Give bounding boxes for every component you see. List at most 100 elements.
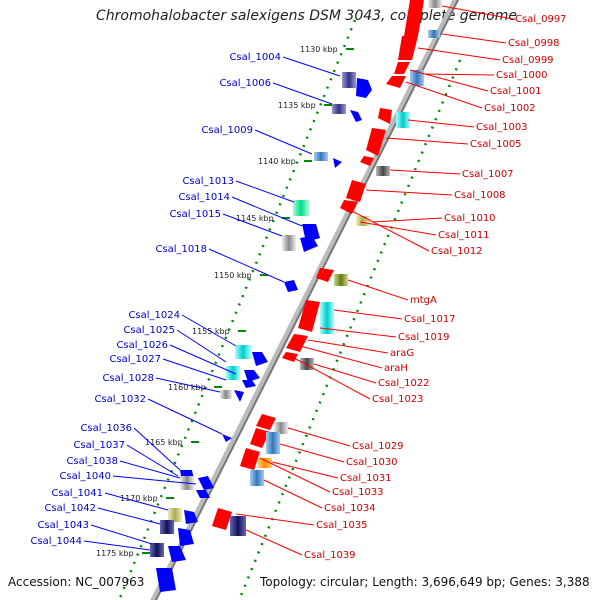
gene-arrow-1017 bbox=[298, 300, 320, 332]
right-gene-label[interactable]: Csal_1012 bbox=[431, 246, 483, 257]
right-leader-line bbox=[385, 137, 469, 145]
gene-box-1013 bbox=[293, 200, 309, 216]
gene-box-1043 bbox=[150, 543, 164, 557]
right-leader-line bbox=[359, 221, 437, 236]
gene-box-0997 bbox=[428, 0, 442, 8]
right-gene-label[interactable]: mtgA bbox=[410, 295, 437, 306]
left-leader-line bbox=[181, 314, 237, 347]
gene-arrow-1006 bbox=[350, 110, 362, 122]
left-leader-line bbox=[104, 492, 169, 511]
left-gene-label[interactable]: Csal_1037 bbox=[73, 440, 125, 451]
gene-box-1009 bbox=[314, 152, 328, 161]
gene-arrow-1040b bbox=[196, 490, 210, 498]
gene-box-mtgA bbox=[334, 274, 348, 286]
gene-arrow-1003 bbox=[378, 108, 392, 124]
right-gene-label[interactable]: Csal_1033 bbox=[332, 487, 384, 498]
right-gene-label[interactable]: Csal_1007 bbox=[462, 169, 514, 180]
left-gene-label[interactable]: Csal_1018 bbox=[155, 244, 207, 255]
left-leader-line bbox=[119, 460, 181, 479]
kbp-label: 1135 kbp bbox=[278, 101, 316, 110]
right-gene-label[interactable]: Csal_1035 bbox=[316, 520, 368, 531]
right-gene-label[interactable]: Csal_1000 bbox=[496, 70, 548, 81]
right-leader-line bbox=[299, 345, 383, 369]
right-gene-label[interactable]: Csal_1029 bbox=[352, 441, 404, 452]
left-gene-label[interactable]: Csal_1027 bbox=[109, 354, 161, 365]
right-gene-label[interactable]: Csal_1017 bbox=[404, 314, 456, 325]
right-gene-label[interactable]: Csal_0999 bbox=[502, 55, 554, 66]
right-gene-label[interactable]: Csal_1008 bbox=[454, 190, 506, 201]
genome-backbone bbox=[150, 0, 458, 600]
left-leader-line bbox=[176, 329, 227, 363]
left-gene-label[interactable]: Csal_1036 bbox=[80, 423, 132, 434]
gene-box-1017 bbox=[320, 302, 334, 334]
right-gene-label[interactable]: Csal_1005 bbox=[470, 139, 522, 150]
right-leader-line bbox=[347, 279, 409, 301]
left-gene-label[interactable]: Csal_1009 bbox=[201, 125, 253, 136]
right-gene-label[interactable]: Csal_1019 bbox=[398, 332, 450, 343]
left-leader-line bbox=[126, 444, 179, 477]
right-leader-line bbox=[279, 443, 345, 463]
left-gene-label[interactable]: Csal_1043 bbox=[37, 520, 89, 531]
left-gene-label[interactable]: Csal_1013 bbox=[182, 176, 234, 187]
right-leader-line bbox=[389, 169, 461, 175]
kbp-label: 1150 kbp bbox=[214, 271, 252, 280]
left-gene-label[interactable]: Csal_1006 bbox=[219, 78, 271, 89]
gene-arrow-1005b bbox=[360, 156, 374, 166]
right-gene-label[interactable]: araH bbox=[384, 363, 408, 374]
left-gene-label[interactable]: Csal_1028 bbox=[102, 373, 154, 384]
gene-arrow-1008 bbox=[346, 180, 366, 202]
right-gene-label[interactable]: Csal_1002 bbox=[484, 103, 536, 114]
right-gene-label[interactable]: Csal_0997 bbox=[515, 14, 567, 25]
left-gene-label[interactable]: Csal_1025 bbox=[123, 325, 175, 336]
left-leader-line bbox=[155, 377, 221, 393]
gene-arrow-1009 bbox=[333, 158, 342, 168]
left-gene-label[interactable]: Csal_1024 bbox=[128, 310, 180, 321]
gene-arrow-1024 bbox=[252, 352, 268, 366]
gene-box-1034 bbox=[250, 470, 264, 486]
right-gene-label[interactable]: Csal_1039 bbox=[304, 550, 356, 561]
right-leader-line bbox=[423, 73, 495, 76]
right-leader-line bbox=[287, 427, 351, 447]
right-gene-label[interactable]: Csal_1010 bbox=[444, 213, 496, 224]
right-leader-line bbox=[409, 69, 489, 92]
gene-arrow-1029 bbox=[256, 414, 276, 430]
kbp-label: 1160 kbp bbox=[168, 383, 206, 392]
right-gene-label[interactable]: araG bbox=[390, 348, 414, 359]
left-gene-label[interactable]: Csal_1042 bbox=[44, 503, 96, 514]
left-gene-label[interactable]: Csal_1004 bbox=[229, 52, 281, 63]
left-leader-line bbox=[162, 358, 227, 381]
left-gene-label[interactable]: Csal_1040 bbox=[59, 471, 111, 482]
right-leader-line bbox=[245, 529, 303, 556]
left-leader-line bbox=[169, 344, 237, 375]
right-gene-label[interactable]: Csal_1003 bbox=[476, 122, 528, 133]
gene-arrow-1033 bbox=[240, 448, 260, 470]
gene-arrow-1002 bbox=[386, 76, 406, 88]
left-gene-labels: Csal_1004 Csal_1006 Csal_1009 Csal_1013 Csal… bbox=[30, 52, 341, 551]
gene-box-1007 bbox=[376, 166, 390, 176]
right-leader-line bbox=[307, 339, 389, 354]
left-gene-label[interactable]: Csal_1041 bbox=[51, 488, 103, 499]
right-leader-line bbox=[271, 461, 339, 479]
left-leader-line bbox=[272, 82, 333, 105]
gene-arrow-1041 bbox=[184, 510, 198, 524]
left-gene-label[interactable]: Csal_1026 bbox=[116, 340, 168, 351]
right-gene-label[interactable]: Csal_1011 bbox=[438, 230, 490, 241]
right-gene-label[interactable]: Csal_1034 bbox=[324, 503, 376, 514]
right-gene-label[interactable]: Csal_1022 bbox=[378, 378, 430, 389]
right-gene-label[interactable]: Csal_1001 bbox=[490, 86, 542, 97]
left-gene-label[interactable]: Csal_1038 bbox=[66, 456, 118, 467]
gene-box-0998 bbox=[428, 30, 440, 38]
right-gene-label[interactable]: Csal_1031 bbox=[340, 473, 392, 484]
right-gene-label[interactable]: Csal_1023 bbox=[372, 394, 424, 405]
left-gene-label[interactable]: Csal_1014 bbox=[178, 192, 230, 203]
left-leader-line bbox=[90, 524, 153, 545]
right-gene-label[interactable]: Csal_1030 bbox=[346, 457, 398, 468]
right-gene-labels: Csal_0997 Csal_0998 Csal_0999 Csal_1000 Csal… bbox=[235, 5, 567, 561]
left-gene-label[interactable]: Csal_1032 bbox=[94, 394, 146, 405]
left-leader-line bbox=[83, 540, 151, 551]
right-gene-label[interactable]: Csal_0998 bbox=[508, 38, 560, 49]
left-gene-label[interactable]: Csal_1044 bbox=[30, 536, 82, 547]
left-gene-label[interactable]: Csal_1015 bbox=[169, 209, 221, 220]
gene-arrow-araH bbox=[286, 334, 308, 352]
left-leader-line bbox=[112, 475, 197, 485]
